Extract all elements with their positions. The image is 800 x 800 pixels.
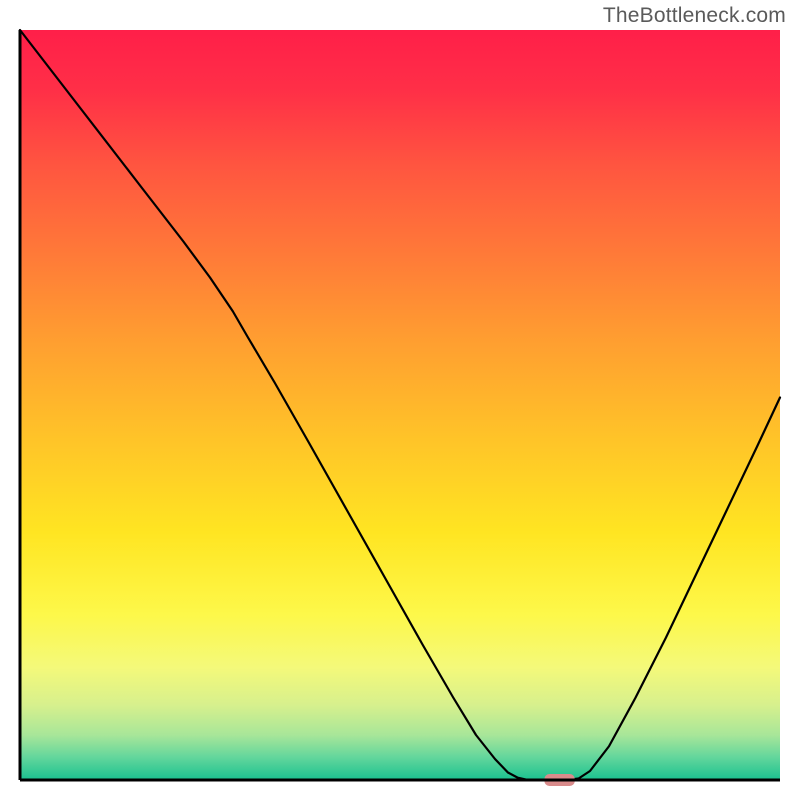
bottleneck-curve-chart bbox=[0, 0, 800, 800]
chart-container: { "watermark": { "text": "TheBottleneck.… bbox=[0, 0, 800, 800]
watermark-text: TheBottleneck.com bbox=[603, 4, 786, 28]
plot-background bbox=[20, 30, 780, 780]
